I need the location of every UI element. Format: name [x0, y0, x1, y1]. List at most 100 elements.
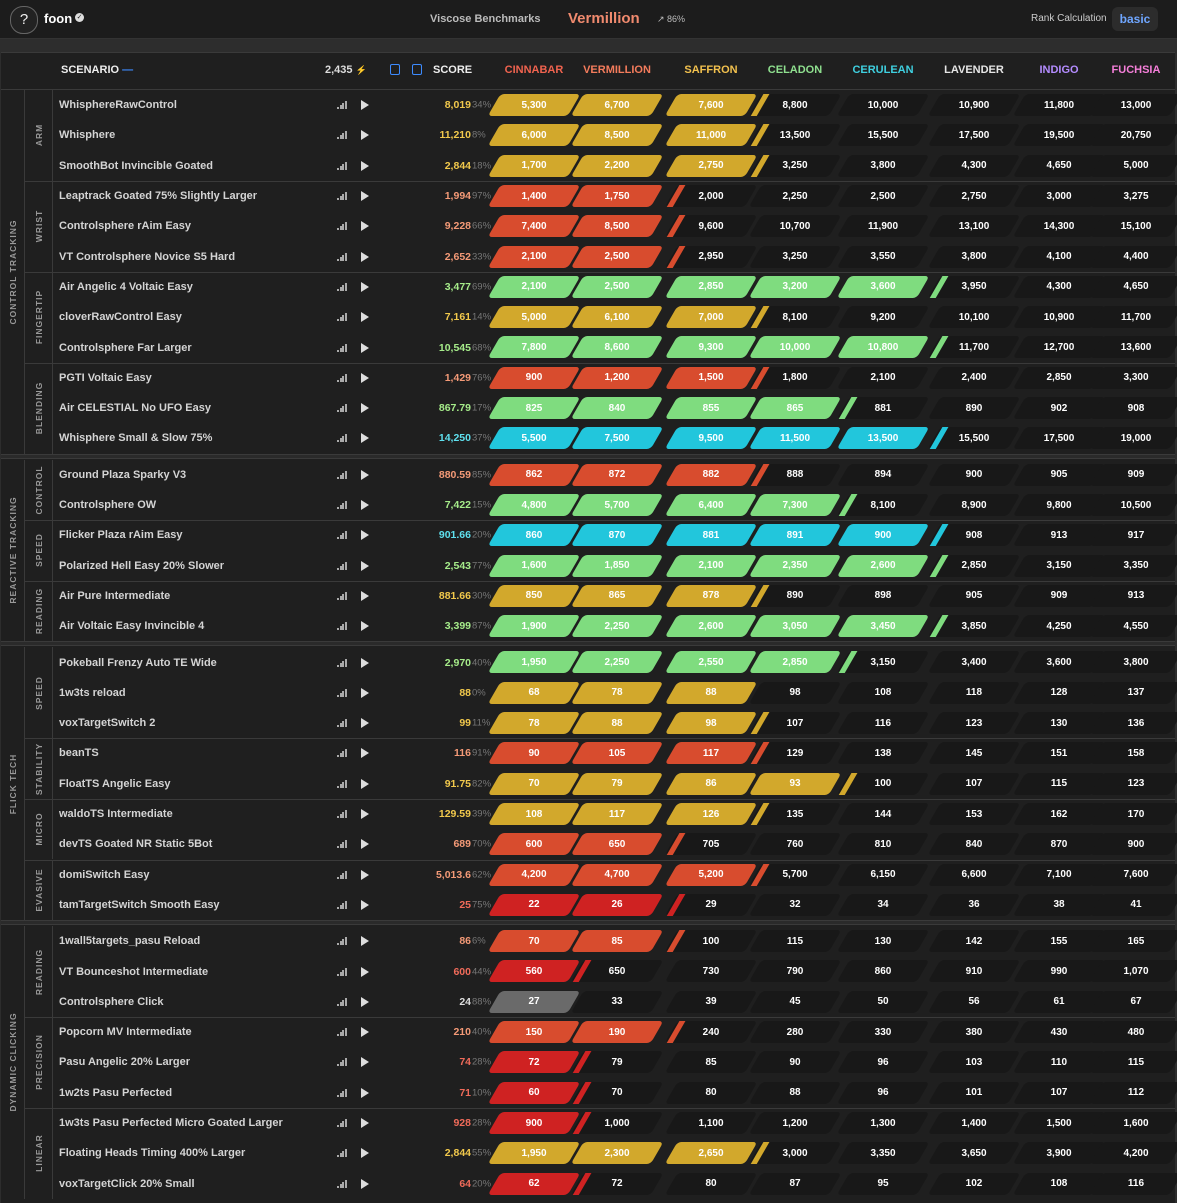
play-icon[interactable] — [361, 809, 369, 820]
play-icon[interactable] — [361, 500, 369, 511]
scenario-header[interactable]: SCENARIO — — [61, 64, 133, 76]
username[interactable]: foon — [44, 11, 73, 26]
play-icon[interactable] — [361, 657, 369, 668]
play-icon[interactable] — [361, 312, 369, 323]
play-icon[interactable] — [361, 718, 369, 729]
scenario-row[interactable]: Air Angelic 4 Voltaic Easy 3,477 69% 2,100 2… — [53, 272, 1177, 302]
scenario-name[interactable]: Controlsphere OW — [59, 499, 157, 512]
scenario-row[interactable]: Popcorn MV Intermediate 210 40% 150 190 240 28… — [53, 1017, 1177, 1047]
play-icon[interactable] — [361, 1027, 369, 1038]
stats-icon[interactable] — [337, 688, 347, 697]
scenario-name[interactable]: WhisphereRawControl — [59, 99, 177, 112]
play-icon[interactable] — [361, 130, 369, 141]
play-icon[interactable] — [361, 100, 369, 111]
scenario-name[interactable]: VT Controlsphere Novice S5 Hard — [59, 250, 236, 263]
scenario-name[interactable]: beanTS — [59, 747, 99, 760]
stats-icon[interactable] — [337, 810, 347, 819]
scenario-row[interactable]: devTS Goated NR Static 5Bot 689 70% 600 650 7… — [53, 829, 1177, 859]
play-icon[interactable] — [361, 869, 369, 880]
stats-icon[interactable] — [337, 501, 347, 510]
play-icon[interactable] — [361, 1148, 369, 1159]
stats-icon[interactable] — [337, 658, 347, 667]
scenario-name[interactable]: Controlsphere rAim Easy — [59, 220, 192, 233]
scenario-row[interactable]: Pokeball Frenzy Auto TE Wide 2,970 40% 1,95… — [53, 647, 1177, 677]
scenario-name[interactable]: voxTargetSwitch 2 — [59, 717, 156, 730]
scenario-name[interactable]: Air Angelic 4 Voltaic Easy — [59, 280, 193, 293]
scenario-row[interactable]: waldoTS Intermediate 129.59 39% 108 117 126 13… — [53, 799, 1177, 829]
play-icon[interactable] — [361, 530, 369, 541]
stats-icon[interactable] — [337, 531, 347, 540]
stats-icon[interactable] — [337, 937, 347, 946]
scenario-row[interactable]: Floating Heads Timing 400% Larger 2,844 55… — [53, 1138, 1177, 1168]
scenario-row[interactable]: Whisphere 11,210 8% 6,000 8,500 11,000 13,500 1… — [53, 120, 1177, 150]
stats-icon[interactable] — [337, 870, 347, 879]
play-icon[interactable] — [361, 191, 369, 202]
stats-icon[interactable] — [337, 404, 347, 413]
scenario-name[interactable]: PGTI Voltaic Easy — [59, 371, 152, 384]
scenario-row[interactable]: FloatTS Angelic Easy 91.75 82% 70 79 86 93 100 1… — [53, 769, 1177, 799]
scenario-name[interactable]: tamTargetSwitch Smooth Easy — [59, 898, 220, 911]
play-icon[interactable] — [361, 1087, 369, 1098]
scenario-row[interactable]: cloverRawControl Easy 7,161 14% 5,000 6,100 7… — [53, 302, 1177, 332]
stats-icon[interactable] — [337, 222, 347, 231]
scenario-row[interactable]: WhisphereRawControl 8,019 34% 5,300 6,700 7,6… — [53, 90, 1177, 120]
scenario-row[interactable]: 1wall5targets_pasu Reload 86 6% 70 85 100 115 1… — [53, 926, 1177, 956]
stats-icon[interactable] — [337, 313, 347, 322]
stats-icon[interactable] — [337, 622, 347, 631]
stats-icon[interactable] — [337, 1028, 347, 1037]
scenario-row[interactable]: Polarized Hell Easy 20% Slower 2,543 77% 1,… — [53, 551, 1177, 581]
scenario-row[interactable]: Controlsphere Far Larger 10,545 68% 7,800 8,… — [53, 332, 1177, 362]
scenario-name[interactable]: Air Pure Intermediate — [59, 589, 171, 602]
scenario-row[interactable]: tamTargetSwitch Smooth Easy 25 75% 22 26 29 32… — [53, 890, 1177, 920]
scenario-row[interactable]: VT Controlsphere Novice S5 Hard 2,652 33% 2… — [53, 242, 1177, 272]
scenario-row[interactable]: Controlsphere OW 7,422 15% 4,800 5,700 6,400 7… — [53, 490, 1177, 520]
scenario-name[interactable]: Leaptrack Goated 75% Slightly Larger — [59, 190, 258, 203]
help-button[interactable]: ? — [10, 6, 38, 34]
scenario-row[interactable]: 1w3ts reload 88 0% 68 78 88 98 108 118 128 137 — [53, 678, 1177, 708]
scenario-name[interactable]: domiSwitch Easy — [59, 868, 150, 881]
scenario-row[interactable]: domiSwitch Easy 5,013.6 62% 4,200 4,700 5,200… — [53, 860, 1177, 890]
stats-icon[interactable] — [337, 1058, 347, 1067]
play-icon[interactable] — [361, 281, 369, 292]
score-header[interactable]: SCORE — [433, 64, 473, 76]
scenario-name[interactable]: Floating Heads Timing 400% Larger — [59, 1147, 246, 1160]
play-icon[interactable] — [361, 936, 369, 947]
export-icon[interactable] — [412, 64, 422, 75]
play-icon[interactable] — [361, 221, 369, 232]
scenario-name[interactable]: FloatTS Angelic Easy — [59, 777, 171, 790]
scenario-name[interactable]: Controlsphere Far Larger — [59, 341, 192, 354]
scenario-name[interactable]: Ground Plaza Sparky V3 — [59, 468, 187, 481]
scenario-name[interactable]: Popcorn MV Intermediate — [59, 1026, 192, 1039]
play-icon[interactable] — [361, 1118, 369, 1129]
stats-icon[interactable] — [337, 1119, 347, 1128]
scenario-row[interactable]: PGTI Voltaic Easy 1,429 76% 900 1,200 1,500 1,… — [53, 363, 1177, 393]
stats-icon[interactable] — [337, 434, 347, 443]
scenario-row[interactable]: Controlsphere rAim Easy 9,228 66% 7,400 8,50… — [53, 211, 1177, 241]
scenario-name[interactable]: Pasu Angelic 20% Larger — [59, 1056, 191, 1069]
stats-icon[interactable] — [337, 591, 347, 600]
stats-icon[interactable] — [337, 997, 347, 1006]
scenario-row[interactable]: Air CELESTIAL No UFO Easy 867.79 17% 825 840… — [53, 393, 1177, 423]
scenario-row[interactable]: SmoothBot Invincible Goated 2,844 18% 1,700… — [53, 151, 1177, 181]
play-icon[interactable] — [361, 251, 369, 262]
scenario-name[interactable]: Air CELESTIAL No UFO Easy — [59, 402, 211, 415]
stats-icon[interactable] — [337, 343, 347, 352]
play-icon[interactable] — [361, 748, 369, 759]
scenario-name[interactable]: waldoTS Intermediate — [59, 808, 173, 821]
stats-icon[interactable] — [337, 1179, 347, 1188]
scenario-name[interactable]: Whisphere — [59, 129, 116, 142]
scenario-row[interactable]: 1w2ts Pasu Perfected 71 10% 60 70 80 88 96 101 10… — [53, 1078, 1177, 1108]
stats-icon[interactable] — [337, 131, 347, 140]
stats-icon[interactable] — [337, 1149, 347, 1158]
scenario-row[interactable]: Flicker Plaza rAim Easy 901.66 20% 860 870 88… — [53, 520, 1177, 550]
collapse-icon[interactable]: — — [122, 64, 134, 76]
scenario-name[interactable]: 1w3ts Pasu Perfected Micro Goated Larger — [59, 1117, 283, 1130]
scenario-name[interactable]: Controlsphere Click — [59, 995, 164, 1008]
play-icon[interactable] — [361, 966, 369, 977]
play-icon[interactable] — [361, 621, 369, 632]
play-icon[interactable] — [361, 590, 369, 601]
play-icon[interactable] — [361, 839, 369, 850]
scenario-name[interactable]: Polarized Hell Easy 20% Slower — [59, 559, 225, 572]
scenario-name[interactable]: Air Voltaic Easy Invincible 4 — [59, 620, 205, 633]
stats-icon[interactable] — [337, 749, 347, 758]
